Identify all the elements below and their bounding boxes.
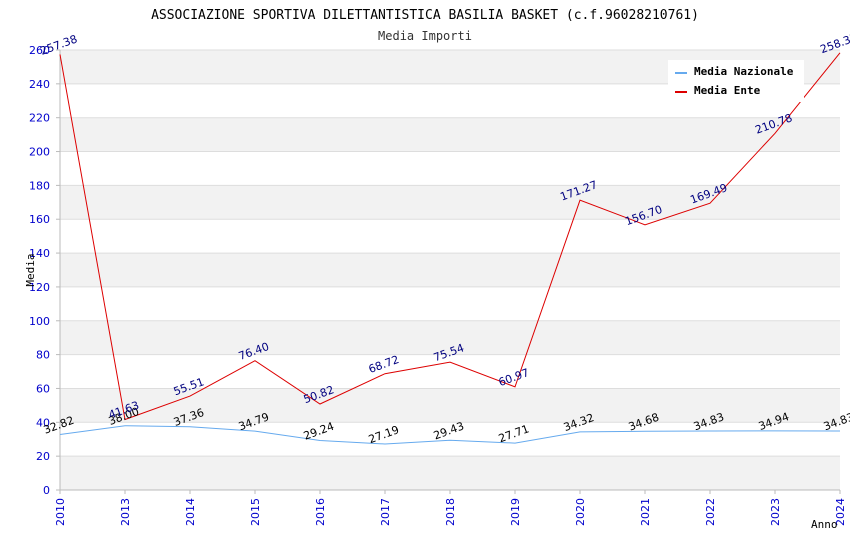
plot-band bbox=[60, 320, 840, 355]
y-tick-label: 160 bbox=[29, 213, 50, 226]
x-tick-label: 2014 bbox=[184, 498, 197, 526]
x-axis-label: Anno bbox=[811, 518, 838, 531]
x-tick-label: 2021 bbox=[639, 498, 652, 526]
y-tick-label: 140 bbox=[29, 247, 50, 260]
y-tick-label: 100 bbox=[29, 315, 50, 328]
y-tick-label: 200 bbox=[29, 146, 50, 159]
plot-band bbox=[60, 456, 840, 490]
legend-label-media-ente: Media Ente bbox=[694, 84, 761, 97]
plot-band bbox=[60, 117, 840, 152]
x-tick-label: 2015 bbox=[249, 498, 262, 526]
data-label: 29.43 bbox=[432, 419, 466, 442]
series-line-media-nazionale bbox=[59, 425, 841, 445]
data-label: 60.97 bbox=[497, 366, 531, 389]
y-tick-label: 20 bbox=[36, 450, 50, 463]
plot-band bbox=[60, 185, 840, 220]
x-tick-label: 2017 bbox=[379, 498, 392, 526]
y-axis-ticks: 0 20 40 60 80 100 120 140 160 180 200 220 240 260 bbox=[29, 44, 60, 497]
y-tick-label: 40 bbox=[36, 416, 50, 429]
series-line-media-ente bbox=[59, 52, 841, 421]
x-tick-label: 2023 bbox=[769, 498, 782, 526]
data-label: 29.24 bbox=[302, 420, 336, 443]
x-tick-label: 2019 bbox=[509, 498, 522, 526]
y-tick-label: 60 bbox=[36, 382, 50, 395]
x-tick-label: 2022 bbox=[704, 498, 717, 526]
series-lines bbox=[59, 52, 841, 445]
x-tick-label: 2020 bbox=[574, 498, 587, 526]
y-tick-label: 0 bbox=[43, 484, 50, 497]
x-tick-label: 2024 bbox=[834, 498, 847, 526]
legend-label-media-nazionale: Media Nazionale bbox=[694, 65, 794, 78]
chart-subtitle: Media Importi bbox=[378, 29, 472, 43]
legend: Media Nazionale Media Ente bbox=[668, 60, 804, 102]
legend-box bbox=[668, 60, 804, 102]
x-tick-label: 2018 bbox=[444, 498, 457, 526]
y-tick-label: 120 bbox=[29, 281, 50, 294]
y-tick-label: 260 bbox=[29, 44, 50, 57]
y-tick-label: 180 bbox=[29, 179, 50, 192]
y-axis-label: Media bbox=[24, 253, 37, 286]
data-label: 68.72 bbox=[367, 353, 401, 376]
chart-title: ASSOCIAZIONE SPORTIVA DILETTANTISTICA BA… bbox=[151, 8, 699, 23]
plot-band bbox=[60, 253, 840, 287]
data-label: 27.19 bbox=[367, 423, 401, 446]
y-tick-label: 220 bbox=[29, 112, 50, 125]
y-tick-label: 80 bbox=[36, 349, 50, 362]
plot-band bbox=[60, 388, 840, 423]
x-axis-ticks: 2010 2013 2014 2015 2016 2017 2018 2019 2020 2021… bbox=[54, 490, 847, 526]
x-tick-label: 2010 bbox=[54, 498, 67, 526]
x-tick-label: 2016 bbox=[314, 498, 327, 526]
plot-background-bands bbox=[60, 50, 840, 490]
y-tick-label: 240 bbox=[29, 78, 50, 91]
data-label: 27.71 bbox=[497, 422, 531, 445]
x-tick-label: 2013 bbox=[119, 498, 132, 526]
